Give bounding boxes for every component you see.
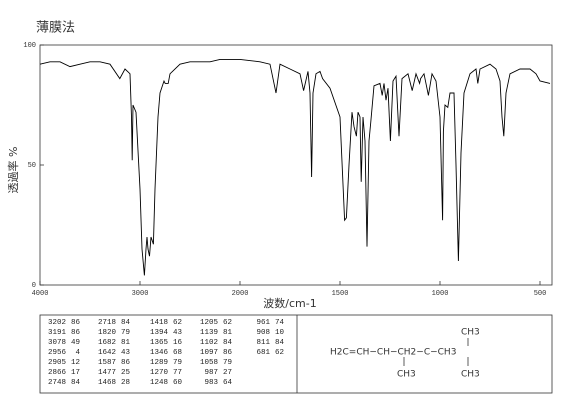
peak-transmittance: 62: [275, 349, 284, 357]
plot-frame: [39, 44, 553, 286]
peak-transmittance: 81: [223, 329, 233, 337]
peak-wavenumber: 2748: [48, 379, 66, 387]
peak-transmittance: 62: [223, 319, 232, 327]
peak-transmittance: 84: [223, 339, 233, 347]
peak-wavenumber: 1270: [150, 369, 169, 377]
spectrum-line: [39, 58, 551, 276]
table-frame: [39, 314, 553, 394]
structure-main: H2C=CH−CH−CH2−C−CH3: [330, 348, 456, 358]
peak-wavenumber: 961: [256, 319, 270, 327]
peak-transmittance: 49: [71, 339, 80, 347]
peak-transmittance: 25: [121, 369, 131, 377]
x-tick-label: 2000: [232, 290, 249, 298]
x-tick-label: 4000: [32, 290, 49, 298]
peak-transmittance: 84: [121, 319, 131, 327]
peak-wavenumber: 1820: [98, 329, 117, 337]
peak-transmittance: 79: [173, 359, 182, 367]
peak-transmittance: 12: [71, 359, 80, 367]
peak-wavenumber: 1682: [98, 339, 116, 347]
peak-transmittance: 43: [173, 329, 183, 337]
peak-wavenumber: 3078: [48, 339, 66, 347]
peak-transmittance: 74: [275, 319, 285, 327]
peak-transmittance: 86: [71, 319, 81, 327]
structure-bottom-right: CH3: [461, 370, 480, 380]
peak-transmittance: 86: [71, 329, 81, 337]
peak-transmittance: 79: [121, 329, 130, 337]
peak-wavenumber: 1418: [150, 319, 168, 327]
peak-wavenumber: 1102: [200, 339, 218, 347]
peak-transmittance: 43: [121, 349, 131, 357]
peak-transmittance: 27: [223, 369, 232, 377]
x-tick-label: 3000: [132, 290, 149, 298]
x-tick-label: 1500: [332, 290, 349, 298]
peak-transmittance: 79: [223, 359, 232, 367]
peak-wavenumber: 908: [256, 329, 270, 337]
peak-transmittance: 64: [223, 379, 233, 387]
peak-wavenumber: 3202: [48, 319, 66, 327]
structure-bottom-left: CH3: [397, 370, 416, 380]
y-tick-label: 100: [23, 42, 36, 50]
chart-title: 薄膜法: [36, 21, 75, 36]
peak-wavenumber: 1139: [200, 329, 218, 337]
peak-wavenumber: 2905: [48, 359, 67, 367]
peak-wavenumber: 681: [256, 349, 270, 357]
y-tick-label: 50: [28, 162, 36, 170]
peak-transmittance: 10: [275, 329, 285, 337]
x-tick-label: 500: [534, 290, 547, 298]
peak-wavenumber: 1058: [200, 359, 218, 367]
peak-transmittance: 68: [173, 349, 182, 357]
peak-wavenumber: 1642: [98, 349, 116, 357]
peak-transmittance: 62: [173, 319, 182, 327]
structure-top: CH3: [461, 328, 480, 338]
x-tick-label: 1000: [432, 290, 449, 298]
peak-wavenumber: 811: [256, 339, 270, 347]
peak-wavenumber: 1587: [98, 359, 116, 367]
peak-transmittance: 16: [173, 339, 183, 347]
peak-wavenumber: 983: [204, 379, 218, 387]
peak-transmittance: 86: [223, 349, 233, 357]
peak-wavenumber: 1468: [98, 379, 116, 387]
y-axis-label: 透過率 %: [6, 147, 20, 194]
peak-wavenumber: 3191: [48, 329, 67, 337]
peak-wavenumber: 2956: [48, 349, 67, 357]
peak-transmittance: 84: [275, 339, 285, 347]
peak-wavenumber: 1097: [200, 349, 218, 357]
peak-wavenumber: 987: [204, 369, 218, 377]
peak-wavenumber: 2866: [48, 369, 67, 377]
peak-transmittance: 17: [71, 369, 80, 377]
peak-wavenumber: 1248: [150, 379, 168, 387]
peak-transmittance: 81: [121, 339, 131, 347]
peak-transmittance: 86: [121, 359, 131, 367]
peak-wavenumber: 2718: [98, 319, 116, 327]
peak-wavenumber: 1477: [98, 369, 116, 377]
peak-transmittance: 84: [71, 379, 81, 387]
structure-bonds: [403, 338, 469, 366]
peak-transmittance: 77: [173, 369, 182, 377]
peak-wavenumber: 1205: [200, 319, 219, 327]
peak-transmittance: 60: [173, 379, 183, 387]
peak-wavenumber: 1289: [150, 359, 168, 367]
x-axis-label: 波数/cm-1: [263, 297, 316, 310]
peak-wavenumber: 1346: [150, 349, 169, 357]
peak-transmittance: 4: [75, 349, 80, 357]
peak-transmittance: 28: [121, 379, 130, 387]
y-tick-label: 0: [32, 282, 36, 290]
peak-wavenumber: 1365: [150, 339, 169, 347]
peak-wavenumber: 1394: [150, 329, 169, 337]
